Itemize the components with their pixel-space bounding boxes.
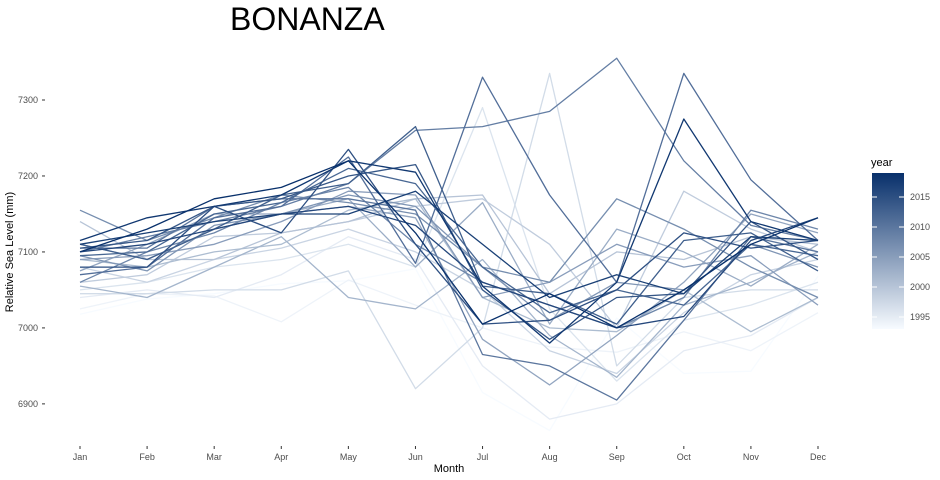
series-line-2012 [79,167,819,314]
x-tick-label: Jun [408,452,423,462]
series-line-2000 [79,194,819,295]
series-line-2019 [79,160,819,329]
legend-tick-label: 2005 [910,252,930,262]
y-axis-title: Relative Sea Level (mm) [4,192,16,312]
x-tick-label: Aug [542,452,558,462]
x-tick-label: Jan [73,452,88,462]
series-line-1996 [79,106,819,382]
x-tick-label: Apr [274,452,288,462]
series-line-2015 [80,148,819,325]
legend-tick-label: 2010 [910,222,930,232]
x-tick-label: Jul [477,452,489,462]
x-tick-label: Oct [677,452,692,462]
series-line-1999 [79,190,819,329]
x-tick-label: Nov [743,452,760,462]
series-line-2016 [79,205,819,329]
series-line-2017 [79,190,819,299]
x-tick-label: May [340,452,358,462]
x-tick-label: Mar [206,452,222,462]
color-legend: year 1995 2000 2005 2010 2015 [871,157,930,329]
series-line-1993 [79,268,819,432]
series-line-2011 [79,72,819,283]
chart-title: BONANZA [230,1,385,37]
series-line-2018 [79,118,819,344]
legend-tick-label: 2015 [910,192,930,202]
series-line-1998 [79,228,819,375]
legend-tick-label: 2000 [910,282,930,292]
plot-lines [79,57,819,432]
legend-colorbar [872,173,904,329]
series-line-2010 [80,198,819,401]
series-line-1997 [80,72,818,390]
legend-tick-label: 1995 [910,312,930,322]
x-axis: Jan Feb Mar Apr May Jun Jul Aug Sep Oct Nov Dec [73,446,827,462]
series-line-2001 [79,198,819,333]
y-axis: 6900 7000 7100 7200 7300 [18,95,45,409]
legend-ticks: 1995 2000 2005 2010 2015 [872,192,930,322]
x-axis-title: Month [434,463,465,475]
y-tick-label: 7000 [18,323,38,333]
y-tick-label: 6900 [18,399,38,409]
y-tick-label: 7100 [18,247,38,257]
x-tick-label: Feb [139,452,155,462]
y-tick-label: 7200 [18,171,38,181]
x-tick-label: Sep [609,452,625,462]
series-line-2005 [79,190,819,306]
series-line-1995 [79,236,819,420]
legend-title: year [871,157,893,169]
y-tick-label: 7300 [18,95,38,105]
x-tick-label: Dec [810,452,827,462]
series-line-2013 [79,125,819,325]
